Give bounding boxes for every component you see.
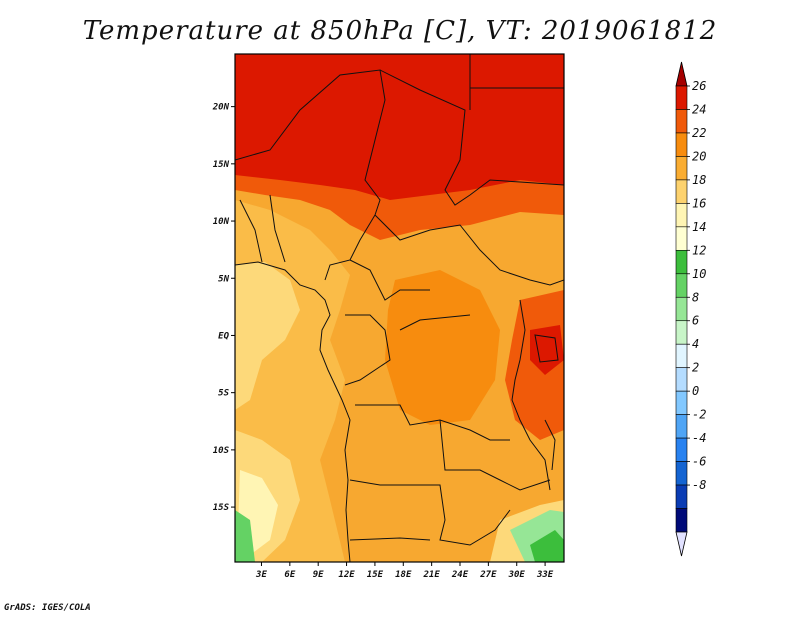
colorbar-label: 10: [692, 267, 706, 281]
colorbar-label: 20: [692, 149, 706, 163]
colorbar-label: 4: [692, 337, 699, 351]
colorbar-label: 26: [692, 79, 706, 93]
lon-tick-label: 24E: [451, 570, 469, 580]
colorbar-bin: [675, 367, 688, 392]
colorbar-bin: [675, 156, 688, 181]
lon-tick-label: 15E: [367, 570, 384, 580]
longitude-ticks: 3E 6E 9E 12E 15E 18E 21E 24E 27E 30E 33E: [255, 562, 554, 580]
colorbar-label: -4: [692, 431, 706, 445]
lon-tick-label: 18E: [395, 570, 412, 580]
lat-tick-label: 5N: [218, 274, 229, 284]
colorbar-bin: [675, 414, 688, 439]
colorbar-bin: [675, 484, 688, 509]
temperature-field: [235, 54, 564, 562]
colorbar-label: 2: [692, 361, 699, 375]
credit-label: GrADS: IGES/COLA: [4, 603, 91, 613]
colorbar-bin: [675, 461, 688, 486]
map-title: Temperature at 850hPa [C], VT: 201906181…: [82, 16, 718, 46]
colorbar-label: -2: [692, 408, 706, 422]
colorbar-label: -6: [692, 455, 706, 469]
lon-tick-label: 30E: [508, 570, 526, 580]
lat-tick-label: 5S: [218, 389, 229, 399]
colorbar-bin: [675, 437, 688, 462]
lon-tick-label: 33E: [536, 570, 554, 580]
colorbar-label: 24: [692, 102, 706, 116]
map-frame: [234, 53, 565, 563]
lat-tick-label: 15N: [213, 160, 230, 170]
colorbar-label: -8: [692, 478, 706, 492]
colorbar-bin: [675, 85, 688, 110]
lon-tick-label: 27E: [479, 570, 497, 580]
colorbar-label: 16: [692, 196, 706, 210]
colorbar-label: 8: [692, 290, 699, 304]
lon-tick-label: 6E: [284, 570, 295, 580]
colorbar-bin: [675, 132, 688, 157]
colorbar-bin: [675, 203, 688, 228]
colorbar-label: 14: [692, 220, 706, 234]
lon-tick-label: 12E: [338, 570, 355, 580]
lat-tick-label: 20N: [212, 103, 230, 113]
colorbar-label: 22: [692, 126, 706, 140]
colorbar-label: 12: [692, 243, 706, 257]
colorbar-label: 0: [692, 384, 699, 398]
lat-tick-label: 15S: [213, 503, 230, 513]
colorbar-bin: [675, 508, 688, 533]
lat-tick-label: 10S: [213, 446, 230, 456]
colorbar-bin: [675, 343, 688, 368]
latitude-ticks: 20N 15N 10N 5N EQ 5S 10S 15S: [212, 103, 235, 513]
colorbar-bin: [675, 273, 688, 298]
colorbar-bin: [675, 109, 688, 134]
lon-tick-label: 3E: [255, 570, 267, 580]
lat-tick-label: EQ: [218, 331, 229, 341]
colorbar-bin: [675, 390, 688, 415]
colorbar-bin: [675, 320, 688, 345]
lat-tick-label: 10N: [213, 217, 230, 227]
lon-tick-label: 21E: [423, 570, 441, 580]
colorbar-bottom-arrow: [675, 531, 688, 557]
colorbar-bin: [675, 296, 688, 322]
colorbar-bin: [675, 179, 688, 204]
colorbar-label: 6: [692, 314, 699, 328]
country-borders: [235, 54, 564, 562]
colorbar-bin: [675, 250, 688, 275]
colorbar-bin: [675, 226, 688, 251]
colorbar-label: 18: [692, 173, 706, 187]
lon-tick-label: 9E: [313, 570, 324, 580]
colorbar-top-arrow: [675, 61, 688, 87]
